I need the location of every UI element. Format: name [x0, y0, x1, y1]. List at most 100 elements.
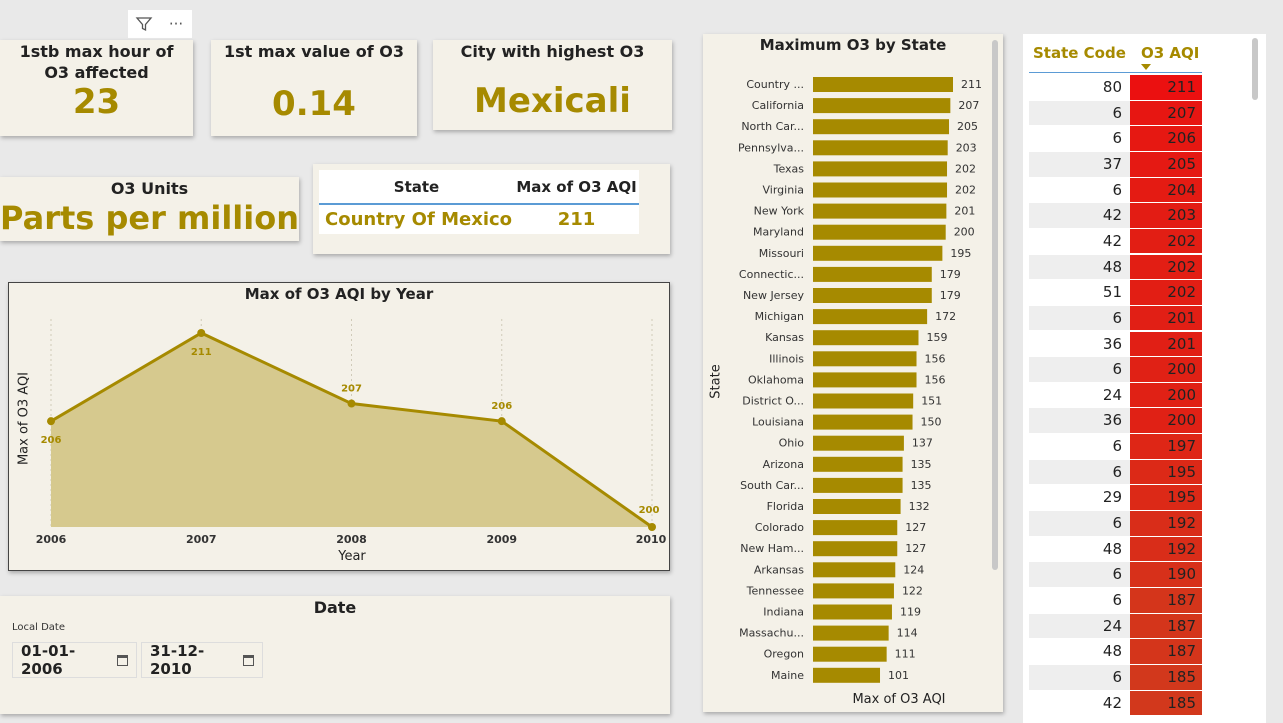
data-label: 205 — [957, 120, 978, 133]
y-tick-label: North Car... — [741, 120, 804, 133]
x-tick-label: 2010 — [636, 533, 667, 546]
cell-o3-aqi: 204 — [1130, 177, 1202, 203]
table-row[interactable]: 37 205 — [1029, 151, 1202, 178]
kpi-card-max-value: 1st max value of O3 0.14 — [211, 40, 417, 136]
table-row[interactable]: 42 202 — [1029, 228, 1202, 255]
table-row[interactable]: 24 200 — [1029, 382, 1202, 409]
table-row[interactable]: 6 192 — [1029, 511, 1202, 537]
table-row[interactable]: 36 201 — [1029, 331, 1202, 358]
start-date-value: 01-01-2006 — [21, 642, 76, 678]
table-row[interactable]: 48 187 — [1029, 639, 1202, 665]
table-row[interactable]: 48 202 — [1029, 254, 1202, 281]
data-label: 119 — [900, 606, 921, 619]
cell-o3-aqi: 202 — [1130, 280, 1202, 305]
data-label: 156 — [925, 373, 946, 386]
line-chart: 206 211 207 206 200 2006 2007 2008 2009 2010 — [36, 319, 667, 546]
data-point — [648, 523, 656, 531]
cell-o3-aqi: 207 — [1130, 100, 1202, 126]
cell-state-code: 42 — [1102, 231, 1122, 250]
table-row[interactable]: 51 202 — [1029, 280, 1202, 306]
cell-o3-aqi: 200 — [1130, 408, 1202, 434]
chart-title: Maximum O3 by State — [759, 36, 947, 54]
table-row[interactable]: 6 195 — [1029, 459, 1202, 486]
bar — [813, 203, 947, 219]
kpi-value: 0.14 — [272, 84, 356, 124]
scrollbar[interactable] — [992, 40, 998, 570]
column-header-state[interactable]: State — [393, 177, 440, 196]
cell-state-code: 6 — [1112, 180, 1122, 199]
calendar-icon[interactable] — [117, 654, 128, 666]
bar — [813, 604, 892, 620]
table-row[interactable]: 36 200 — [1029, 408, 1202, 435]
end-date-value: 31-12-2010 — [150, 642, 205, 678]
y-tick-label: Pennsylva... — [738, 141, 804, 154]
calendar-icon[interactable] — [243, 654, 254, 666]
filter-icon[interactable] — [128, 10, 160, 38]
table-row[interactable]: 6 200 — [1029, 357, 1202, 383]
bar — [813, 625, 889, 641]
bar — [813, 161, 948, 177]
y-tick-label: Country ... — [746, 78, 804, 91]
table-row[interactable]: 42 185 — [1029, 690, 1202, 717]
data-label: 135 — [911, 479, 932, 492]
data-label: 202 — [955, 162, 976, 175]
bar — [813, 414, 913, 430]
bar — [813, 351, 917, 367]
bar — [813, 140, 948, 156]
kpi-value: 23 — [72, 82, 121, 122]
bar — [813, 667, 881, 683]
table-row[interactable]: 48 192 — [1029, 536, 1202, 563]
table-row[interactable]: 6 206 — [1029, 126, 1202, 152]
end-date-input[interactable]: 31-12-2010 — [141, 642, 263, 678]
bar — [813, 288, 932, 303]
table-row[interactable]: 6 187 — [1029, 588, 1202, 614]
data-label: 211 — [191, 347, 212, 358]
bar — [813, 98, 951, 114]
bar — [813, 330, 919, 346]
cell-o3-aqi: 211 — [1130, 75, 1202, 100]
scrollbar[interactable] — [1252, 38, 1258, 100]
more-options-icon[interactable]: ··· — [168, 15, 184, 33]
y-tick-label: Connectic... — [739, 268, 804, 281]
table-row[interactable]: 29 195 — [1029, 485, 1202, 511]
y-tick-label: Illinois — [769, 352, 804, 365]
cell-o3-aqi: 192 — [1130, 536, 1202, 562]
column-header-state-code[interactable]: State Code — [1033, 44, 1126, 62]
x-tick-label: 2007 — [186, 533, 217, 546]
y-tick-label: Texas — [773, 162, 805, 175]
bar — [813, 224, 946, 240]
cell-o3-aqi: 187 — [1130, 639, 1202, 664]
data-label: 127 — [905, 521, 926, 534]
data-label: 124 — [903, 563, 924, 576]
y-tick-label: South Car... — [740, 479, 804, 492]
y-tick-label: Ohio — [779, 437, 805, 450]
data-label: 206 — [491, 401, 512, 412]
table-row[interactable]: 6 190 — [1029, 562, 1202, 588]
bar — [813, 182, 948, 198]
column-header-max-aqi[interactable]: Max of O3 AQI — [516, 177, 637, 196]
table-row[interactable]: 6 197 — [1029, 434, 1202, 460]
cell-state-code: 36 — [1102, 411, 1122, 430]
table-row[interactable]: 24 187 — [1029, 613, 1202, 640]
table-row[interactable]: 6 207 — [1029, 100, 1202, 127]
table-row[interactable]: 6 201 — [1029, 305, 1202, 332]
column-header-o3-aqi[interactable]: O3 AQI — [1141, 44, 1200, 62]
table-row[interactable]: Country Of Mexico 211 — [319, 205, 639, 234]
cell-state-code: 48 — [1102, 539, 1122, 558]
y-tick-label: Arizona — [763, 458, 804, 471]
table-row[interactable]: 42 203 — [1029, 203, 1202, 229]
bar — [813, 372, 917, 388]
table-row[interactable]: 6 204 — [1029, 177, 1202, 204]
state-max-table: State Max of O3 AQI Country Of Mexico 21… — [319, 170, 639, 234]
y-tick-label: Florida — [767, 500, 804, 513]
sort-descending-icon[interactable] — [1141, 64, 1151, 70]
start-date-input[interactable]: 01-01-2006 — [12, 642, 137, 678]
cell-o3-aqi: 202 — [1130, 254, 1202, 280]
cell-state-code: 42 — [1102, 206, 1122, 225]
kpi-label: 1st max value of O3 — [223, 42, 404, 61]
bar — [813, 309, 928, 325]
cell-state-code: 51 — [1102, 283, 1122, 302]
table-row[interactable]: 6 185 — [1029, 664, 1202, 691]
y-tick-label: Louisiana — [752, 416, 804, 429]
table-row[interactable]: 80 211 — [1029, 75, 1202, 101]
